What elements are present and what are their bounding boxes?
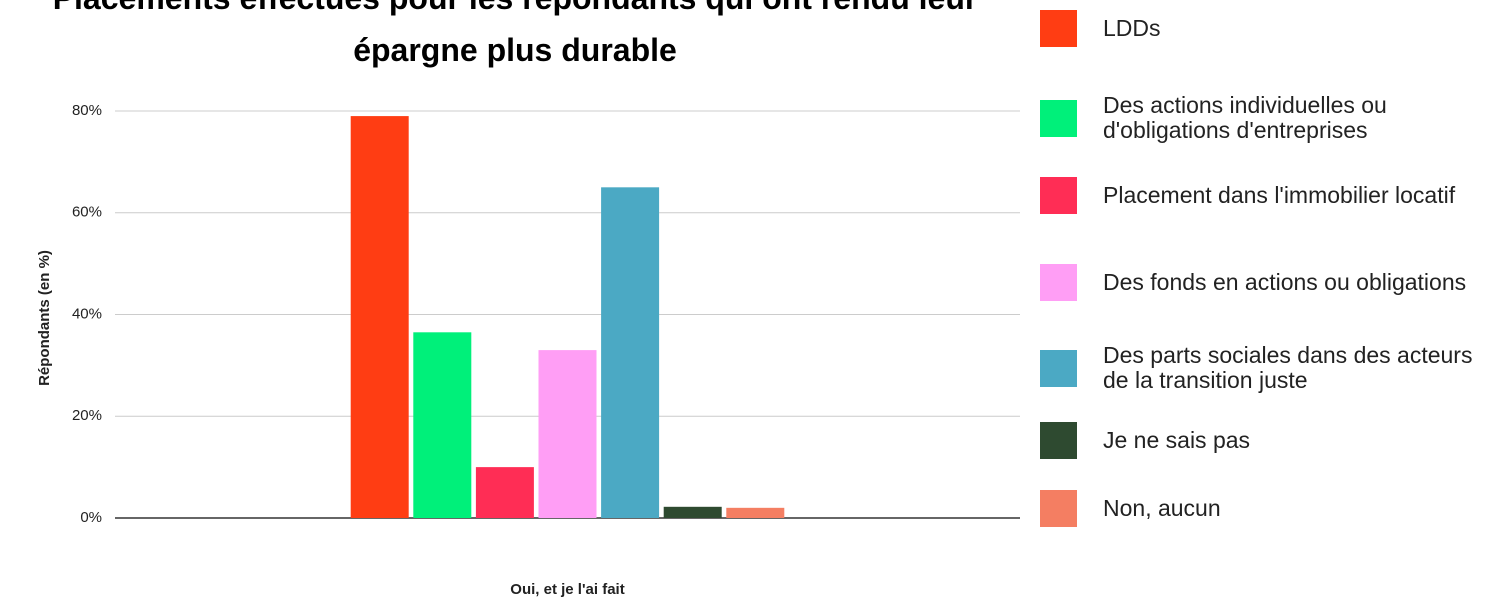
y-tick-label: 40% — [72, 305, 102, 322]
y-tick-label: 20% — [72, 407, 102, 424]
legend-label: Des parts sociales dans des acteurs de l… — [1103, 342, 1473, 393]
y-tick-label: 80% — [72, 102, 102, 119]
x-tick-label: Oui, et je l'ai fait — [510, 581, 624, 598]
legend-swatch — [1040, 9, 1077, 47]
bar — [538, 350, 597, 518]
legend-label: Des actions individuelles ou d'obligatio… — [1103, 92, 1387, 143]
bar — [475, 467, 534, 518]
legend-swatch — [1040, 176, 1077, 214]
legend-swatch — [1040, 263, 1077, 301]
bar — [601, 187, 660, 518]
legend-swatch — [1040, 349, 1077, 387]
bar — [350, 116, 409, 519]
legend-item: Non, aucun — [1040, 489, 1483, 527]
legend-swatch — [1040, 99, 1077, 137]
bar — [663, 506, 722, 518]
legend-item: LDDs — [1040, 9, 1483, 47]
bar — [413, 332, 472, 518]
y-tick-label: 60% — [72, 204, 102, 221]
legend-swatch — [1040, 421, 1077, 459]
y-axis-label: Répondants (en %) — [36, 250, 53, 386]
chart: Répondants (en %) 0% 20% 40% 60% 80% Oui, et … — [36, 102, 1020, 598]
legend-label: Des fonds en actions ou obligations — [1103, 268, 1467, 295]
legend-item: Je ne sais pas — [1040, 421, 1483, 459]
bar — [726, 507, 785, 518]
legend-label: LDDs — [1103, 14, 1161, 41]
legend-item: Des fonds en actions ou obligations — [1040, 263, 1483, 301]
legend-swatch — [1040, 489, 1077, 527]
legend-item: Des actions individuelles ou d'obligatio… — [1040, 93, 1483, 143]
legend-item: Placement dans l'immobilier locatif — [1040, 176, 1483, 214]
legend-label: Placement dans l'immobilier locatif — [1103, 181, 1456, 208]
legend-label: Non, aucun — [1103, 494, 1221, 521]
legend-item: Des parts sociales dans des acteurs de l… — [1040, 343, 1483, 393]
y-tick-label: 0% — [80, 509, 102, 526]
legend-label: Je ne sais pas — [1103, 426, 1251, 453]
chart-title: Placements effectués pour les répondants… — [53, 0, 978, 68]
